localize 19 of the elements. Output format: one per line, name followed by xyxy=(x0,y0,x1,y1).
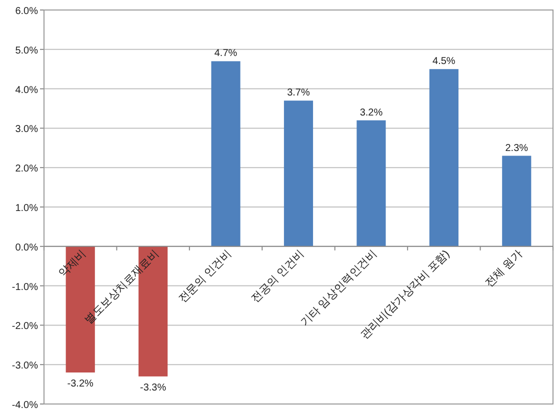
data-label: 3.2% xyxy=(360,107,383,118)
data-label: 4.5% xyxy=(432,56,456,68)
data-label: 3.7% xyxy=(287,88,310,99)
y-tick-label: 1.0% xyxy=(15,203,38,214)
data-label: 4.7% xyxy=(214,48,238,60)
y-tick-label: -1.0% xyxy=(12,282,38,293)
data-label: -3.3% xyxy=(140,382,166,394)
y-tick-label: 3.0% xyxy=(15,124,38,136)
y-tick-label: 5.0% xyxy=(15,45,38,56)
y-tick-label: -4.0% xyxy=(12,400,38,411)
y-tick-label: 4.0% xyxy=(15,84,38,96)
y-tick-label: -3.0% xyxy=(12,360,38,372)
data-label: -3.2% xyxy=(67,378,94,390)
data-label: 2.3% xyxy=(505,142,528,154)
x-tick-label: 전체 원가 xyxy=(483,248,525,290)
y-tick-label: -2.0% xyxy=(12,321,38,332)
y-tick-label: 0.0% xyxy=(15,242,38,254)
y-tick-label: 2.0% xyxy=(15,164,38,175)
y-tick-label: 6.0% xyxy=(15,6,38,17)
